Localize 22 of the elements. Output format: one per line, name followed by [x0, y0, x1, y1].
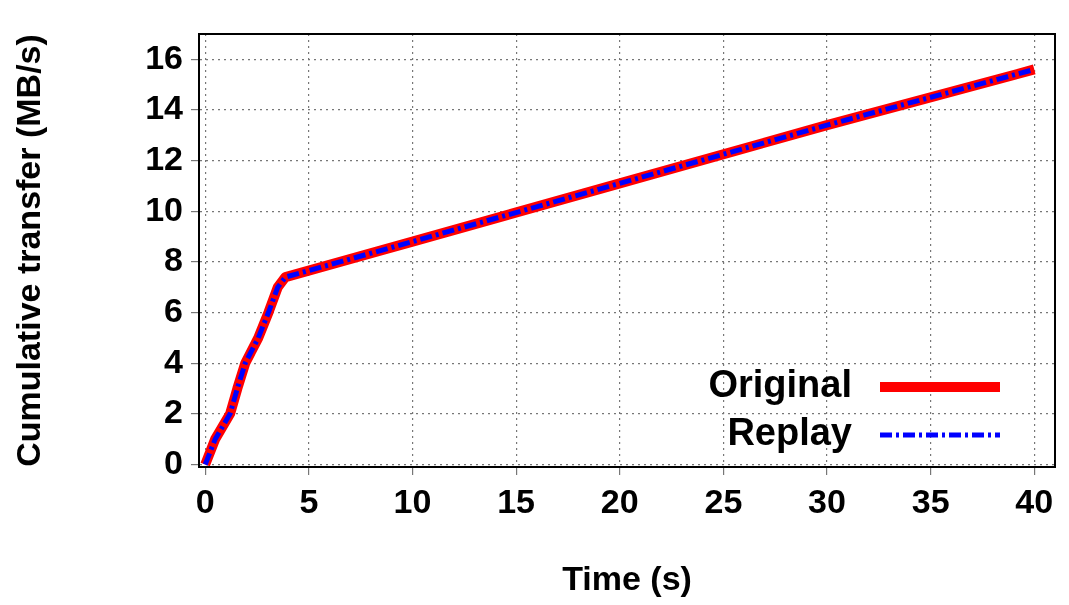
y-tick-label: 10 — [145, 189, 183, 228]
x-tick-label: 5 — [299, 481, 319, 520]
x-tick-label: 0 — [195, 481, 215, 520]
y-axis-title: Cumulative transfer (MB/s) — [8, 34, 47, 467]
x-tick-label: 10 — [393, 481, 432, 520]
y-tick-label: 14 — [145, 88, 184, 127]
x-tick-label: 40 — [1015, 481, 1054, 520]
y-tick-label: 6 — [164, 290, 183, 329]
y-tick-label: 16 — [145, 37, 183, 76]
legend-label: Replay — [727, 411, 852, 454]
x-tick-label: 30 — [808, 481, 846, 520]
x-axis-title: Time (s) — [562, 558, 692, 597]
y-tick-label: 2 — [164, 392, 183, 431]
y-tick-label: 0 — [164, 442, 183, 481]
y-tick-label: 4 — [164, 341, 184, 380]
x-tick-label: 25 — [704, 481, 743, 520]
legend-label: Original — [708, 363, 852, 406]
x-tick-label: 35 — [911, 481, 950, 520]
y-tick-label: 8 — [164, 240, 183, 279]
y-tick-label: 12 — [145, 138, 183, 177]
x-tick-label: 15 — [497, 481, 536, 520]
x-tick-label: 20 — [600, 481, 639, 520]
